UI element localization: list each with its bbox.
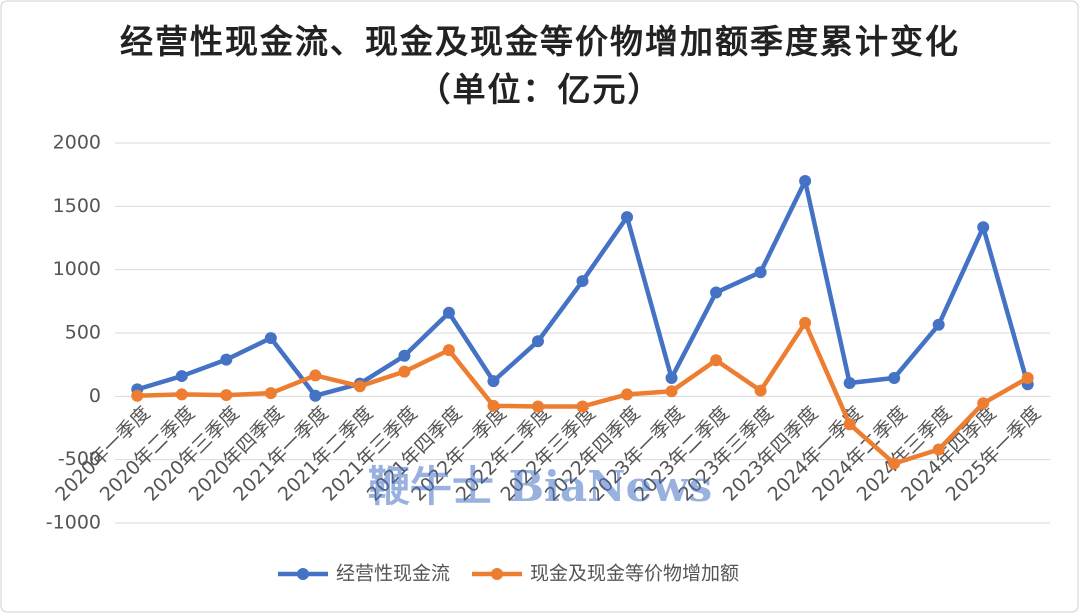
data-point: [843, 377, 856, 390]
data-point: [888, 371, 901, 384]
data-point: [710, 354, 723, 367]
data-point: [665, 385, 678, 398]
watermark: 鞭牛士 BiaNews: [368, 462, 712, 511]
data-point: [220, 353, 233, 366]
legend-label: 现金及现金等价物增加额: [530, 563, 739, 585]
data-point: [932, 318, 945, 331]
chart-title: 经营性现金流、现金及现金等价物增加额季度累计变化（单位：亿元）: [120, 22, 960, 109]
data-point: [264, 387, 277, 400]
y-tick-label: 1000: [53, 258, 101, 280]
data-point: [754, 266, 767, 279]
data-point: [754, 384, 767, 397]
data-point: [264, 332, 277, 345]
data-point: [442, 344, 455, 357]
data-point: [621, 211, 634, 224]
y-tick-label: 2000: [53, 132, 101, 154]
data-point: [398, 349, 411, 362]
data-point: [932, 443, 945, 456]
data-point: [309, 369, 322, 382]
y-tick-label: 500: [65, 322, 101, 344]
data-point: [665, 371, 678, 384]
data-point: [1021, 371, 1034, 384]
data-point: [487, 375, 500, 388]
data-point: [621, 388, 634, 401]
data-point: [531, 400, 544, 413]
y-tick-label: 0: [89, 385, 101, 407]
data-point: [576, 400, 589, 413]
data-point: [799, 316, 812, 329]
data-point: [442, 306, 455, 319]
y-tick-label: -500: [58, 448, 101, 470]
data-point: [220, 389, 233, 402]
legend-marker: [297, 568, 309, 580]
y-tick-label: -1000: [46, 512, 101, 534]
data-point: [576, 275, 589, 288]
legend-label: 经营性现金流: [336, 563, 450, 585]
data-point: [843, 418, 856, 431]
data-point: [710, 286, 723, 299]
data-point: [977, 221, 990, 234]
data-point: [131, 389, 144, 402]
data-point: [799, 175, 812, 187]
data-point: [531, 335, 544, 348]
legend-marker: [491, 568, 504, 580]
data-point: [487, 399, 500, 412]
data-point: [398, 365, 411, 378]
data-point: [353, 380, 366, 393]
data-point: [977, 397, 990, 410]
data-point: [175, 370, 188, 383]
data-point: [888, 457, 901, 470]
y-tick-label: 1500: [53, 195, 101, 217]
data-point: [309, 389, 322, 402]
data-point: [175, 388, 188, 401]
